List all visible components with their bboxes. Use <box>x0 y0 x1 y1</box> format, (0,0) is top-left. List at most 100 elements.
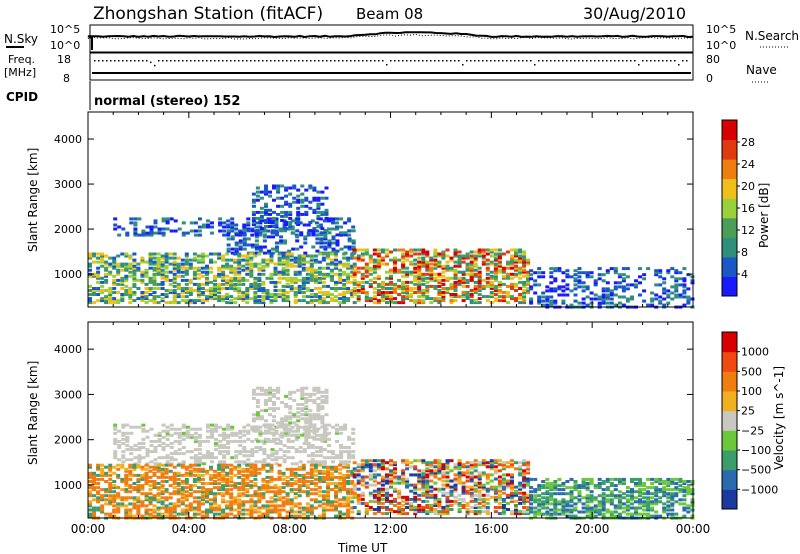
heatmap-cell <box>272 210 276 214</box>
heatmap-cell <box>259 210 264 214</box>
heatmap-cell <box>501 508 506 511</box>
heatmap-cell <box>321 301 326 305</box>
heatmap-cell <box>249 258 254 262</box>
heatmap-cell <box>226 439 231 443</box>
heatmap-cell <box>457 459 462 463</box>
heatmap-cell <box>184 258 189 262</box>
heatmap-cell <box>108 482 113 485</box>
heatmap-cell <box>286 456 291 460</box>
heatmap-cell <box>264 419 268 423</box>
heatmap-cell <box>309 473 314 477</box>
heatmap-cell <box>421 291 426 294</box>
heatmap-cell <box>314 446 319 449</box>
heatmap-cell <box>229 494 234 498</box>
heatmap-cell <box>326 256 330 260</box>
heatmap-cell <box>108 287 113 290</box>
heatmap-cell <box>522 289 527 292</box>
heatmap-cell <box>294 450 299 454</box>
heatmap-cell <box>277 256 282 260</box>
heatmap-cell <box>132 291 137 294</box>
heatmap-cell <box>481 497 486 501</box>
heatmap-cell <box>281 496 286 500</box>
heatmap-cell <box>262 239 267 243</box>
heatmap-cell <box>320 202 325 206</box>
heatmap-cell <box>108 463 113 467</box>
heatmap-cell <box>393 469 397 473</box>
heatmap-cell <box>180 508 185 512</box>
heatmap-cell <box>449 268 454 272</box>
heatmap-cell <box>249 512 254 516</box>
heatmap-cell <box>180 264 185 268</box>
heatmap-cell <box>338 276 343 280</box>
heatmap-cell <box>185 429 190 433</box>
heatmap-cell <box>549 498 554 502</box>
heatmap-cell <box>347 245 352 249</box>
heatmap-cell <box>193 233 198 237</box>
heatmap-cell <box>545 498 550 502</box>
heatmap-cell <box>196 490 201 494</box>
heatmap-cell <box>148 502 153 506</box>
heatmap-cell <box>152 465 157 469</box>
heatmap-cell <box>518 297 523 301</box>
heatmap-cell <box>188 471 193 475</box>
heatmap-cell <box>225 287 230 290</box>
heatmap-cell <box>401 508 406 511</box>
heatmap-cell <box>553 482 558 485</box>
heatmap-cell <box>112 260 117 264</box>
heatmap-cell <box>200 293 205 296</box>
heatmap-cell <box>265 512 270 516</box>
heatmap-cell <box>230 217 235 221</box>
heatmap-cell <box>334 262 338 266</box>
heatmap-cell <box>401 274 406 278</box>
heatmap-cell <box>184 473 189 477</box>
heatmap-cell <box>116 492 121 496</box>
heatmap-cell <box>133 223 138 227</box>
heatmap-cell <box>514 467 518 471</box>
heatmap-cell <box>489 461 494 465</box>
heatmap-cell <box>437 501 442 505</box>
heatmap-cell <box>477 297 482 301</box>
heatmap-cell <box>192 252 197 256</box>
heatmap-cell <box>304 437 309 441</box>
heatmap-cell <box>286 437 291 441</box>
heatmap-cell <box>152 280 157 284</box>
heatmap-cell <box>401 270 406 274</box>
heatmap-cell <box>269 254 274 258</box>
nave-dot <box>478 60 480 62</box>
heatmap-cell <box>277 463 282 467</box>
heatmap-cell <box>393 258 397 262</box>
heatmap-cell <box>241 299 246 303</box>
heatmap-cell <box>518 250 523 254</box>
heatmap-cell <box>245 260 250 264</box>
heatmap-cell <box>469 479 474 483</box>
heatmap-cell <box>257 268 262 272</box>
heatmap-cell <box>141 446 146 449</box>
heatmap-cell <box>321 297 326 301</box>
heatmap-cell <box>233 260 238 264</box>
heatmap-cell <box>425 485 430 489</box>
heatmap-cell <box>276 184 281 188</box>
heatmap-cell <box>514 499 518 503</box>
nave-dot <box>586 60 588 62</box>
heatmap-cell <box>364 262 369 266</box>
heatmap-cell <box>327 456 331 460</box>
heatmap-cell <box>313 463 318 467</box>
heatmap-cell <box>368 299 373 303</box>
heatmap-cell <box>296 429 301 433</box>
heatmap-cell <box>249 484 254 488</box>
heatmap-cell <box>389 471 393 475</box>
heatmap-cell <box>245 508 250 512</box>
heatmap-cell <box>184 262 189 266</box>
heatmap-cell <box>137 458 142 462</box>
heatmap-cell <box>268 423 272 427</box>
heatmap-cell <box>172 486 177 490</box>
heatmap-cell <box>385 293 389 296</box>
heatmap-cell <box>360 501 365 505</box>
heatmap-cell <box>124 278 129 282</box>
heatmap-cell <box>104 254 109 258</box>
heatmap-cell <box>506 493 510 497</box>
heatmap-cell <box>319 241 324 245</box>
heatmap-cell <box>152 268 157 272</box>
heatmap-cell <box>529 502 534 506</box>
heatmap-cell <box>352 268 357 272</box>
